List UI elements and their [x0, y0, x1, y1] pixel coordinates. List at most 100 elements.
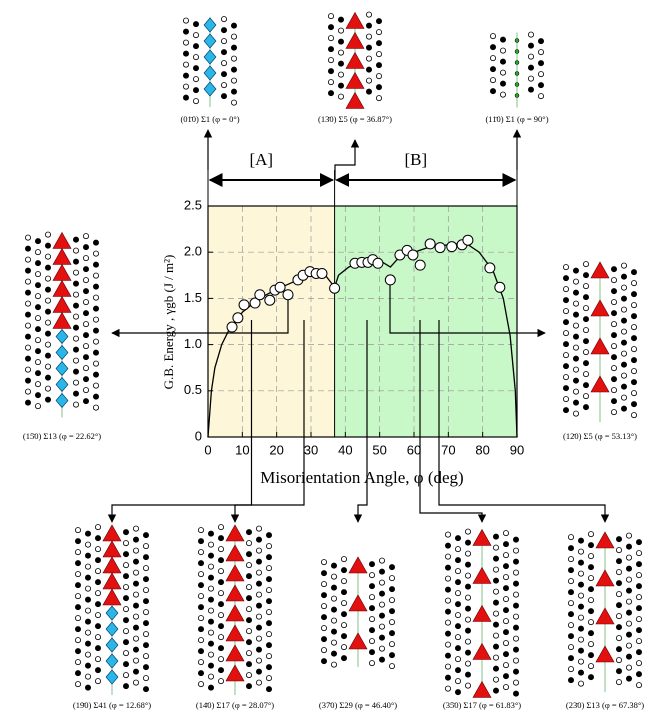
- atom: [636, 649, 643, 656]
- atom: [95, 645, 102, 652]
- atom: [265, 609, 272, 616]
- atom: [197, 637, 204, 644]
- atom: [378, 568, 385, 575]
- atom: [499, 58, 506, 65]
- atom: [573, 267, 580, 274]
- atom: [123, 551, 130, 558]
- structure-diagram: [320, 556, 395, 670]
- atom: [573, 344, 580, 351]
- atom: [375, 84, 382, 91]
- atom: [616, 536, 623, 543]
- atom: [368, 594, 375, 601]
- atom: [207, 673, 214, 680]
- leader-arrow: [419, 320, 487, 523]
- atom: [35, 249, 42, 256]
- leader-arrow: [389, 285, 546, 338]
- atom: [337, 27, 344, 34]
- unit: [203, 81, 217, 97]
- atom: [538, 60, 545, 67]
- atom: [83, 277, 90, 284]
- atom: [621, 284, 628, 291]
- atom: [230, 22, 237, 29]
- atom: [454, 568, 461, 575]
- atom: [444, 564, 451, 571]
- unit: [225, 564, 245, 582]
- atom: [492, 665, 499, 672]
- unit: [55, 329, 69, 344]
- atom: [563, 385, 570, 392]
- atom: [513, 690, 520, 697]
- atom: [73, 357, 80, 364]
- atom: [123, 529, 130, 536]
- atom: [636, 627, 643, 634]
- atom: [320, 581, 327, 588]
- unit: [55, 345, 69, 360]
- atom: [265, 565, 272, 572]
- atom: [611, 266, 618, 273]
- atom: [142, 609, 149, 616]
- atom: [616, 679, 623, 686]
- atom: [24, 355, 31, 362]
- atom: [489, 66, 496, 73]
- atom: [197, 648, 204, 655]
- atom: [192, 54, 199, 61]
- atom: [83, 233, 90, 240]
- atom: [85, 530, 92, 537]
- atom: [327, 35, 334, 42]
- atom: [230, 44, 237, 51]
- data-point: [264, 294, 276, 306]
- unit: [102, 524, 122, 542]
- atom: [320, 658, 327, 665]
- atom: [513, 558, 520, 565]
- structure-label: (23̄0) Σ13 (φ = 67.38°): [566, 700, 644, 710]
- atom: [95, 535, 102, 542]
- x-tick-label: 50: [372, 442, 386, 457]
- atom: [636, 682, 643, 689]
- atom: [142, 532, 149, 539]
- atom: [123, 617, 130, 624]
- atom: [454, 590, 461, 597]
- atom: [132, 657, 139, 664]
- atom: [197, 593, 204, 600]
- atom: [492, 566, 499, 573]
- atom: [583, 404, 590, 411]
- unit: [105, 669, 119, 685]
- atom: [245, 672, 252, 679]
- atom: [611, 376, 618, 383]
- atom: [636, 561, 643, 568]
- atom: [265, 653, 272, 660]
- atom: [578, 625, 585, 632]
- atom: [217, 667, 224, 674]
- atom: [588, 608, 595, 615]
- unit: [203, 17, 217, 33]
- atom: [573, 366, 580, 373]
- unit: [472, 642, 492, 660]
- atom: [444, 531, 451, 538]
- atom: [621, 383, 628, 390]
- atom: [45, 363, 52, 370]
- unit: [52, 311, 72, 329]
- unit: [52, 231, 72, 249]
- atom: [578, 636, 585, 643]
- atom: [611, 409, 618, 416]
- atom: [636, 583, 643, 590]
- atom: [265, 576, 272, 583]
- atom: [93, 327, 100, 334]
- atom: [83, 332, 90, 339]
- atom: [24, 289, 31, 296]
- atom: [255, 569, 262, 576]
- atom: [444, 652, 451, 659]
- atom: [588, 630, 595, 637]
- atom: [454, 667, 461, 674]
- y-tick-label: 0.5: [184, 382, 202, 397]
- atom: [182, 28, 189, 35]
- atom: [220, 38, 227, 45]
- atom: [578, 647, 585, 654]
- atom: [588, 564, 595, 571]
- atom: [375, 29, 382, 36]
- atom: [588, 663, 595, 670]
- unit: [472, 680, 492, 698]
- atom: [132, 613, 139, 620]
- atom: [182, 94, 189, 101]
- structure-label: (11̄0) Σ1 (φ = 90°): [485, 114, 548, 124]
